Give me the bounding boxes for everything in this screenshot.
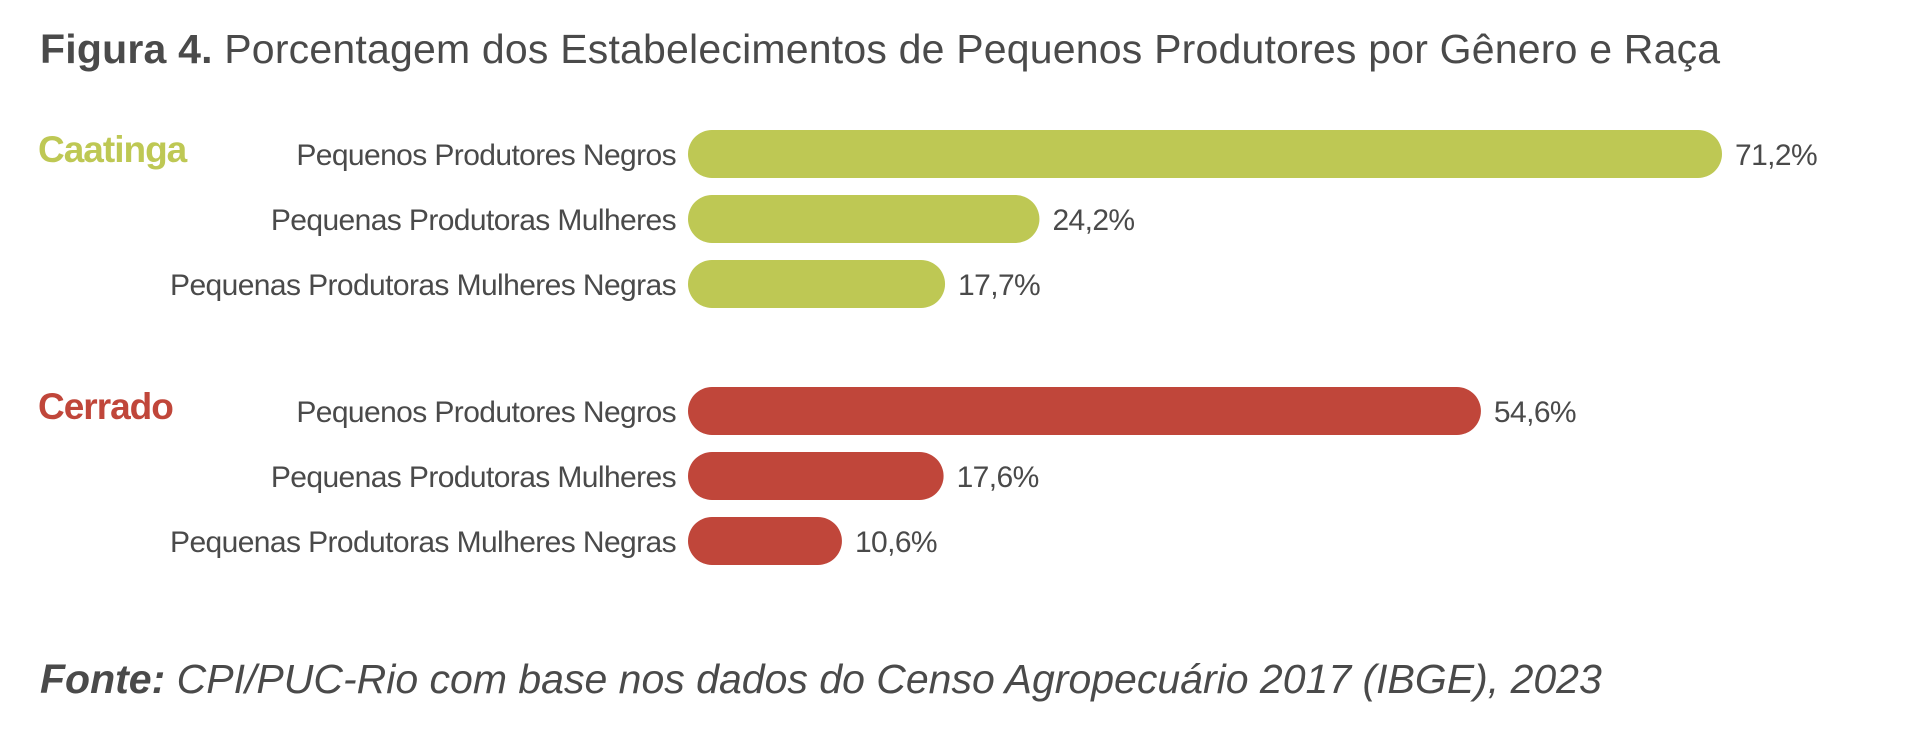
bar (688, 260, 946, 308)
value-label: 17,7% (958, 269, 1040, 302)
value-label: 24,2% (1052, 204, 1134, 237)
value-label: 10,6% (855, 526, 937, 559)
category-label: Pequenas Produtoras Mulheres (271, 204, 676, 237)
source-text: CPI/PUC-Rio com base nos dados do Censo … (176, 656, 1602, 702)
chart-title: Figura 4. Porcentagem dos Estabeleciment… (40, 26, 1720, 73)
category-label: Pequenas Produtoras Mulheres Negras (170, 526, 676, 559)
category-label: Pequenas Produtoras Mulheres Negras (170, 269, 676, 302)
value-label: 17,6% (957, 461, 1039, 494)
bar (688, 517, 842, 565)
category-label: Pequenas Produtoras Mulheres (271, 461, 676, 494)
value-label: 54,6% (1494, 396, 1576, 429)
category-label: Pequenos Produtores Negros (296, 139, 676, 172)
category-label: Pequenos Produtores Negros (296, 396, 676, 429)
group-label-caatinga: Caatinga (38, 129, 188, 170)
title-text: Porcentagem dos Estabelecimentos de Pequ… (224, 26, 1721, 72)
source-note: Fonte: CPI/PUC-Rio com base nos dados do… (40, 656, 1602, 703)
value-label: 71,2% (1735, 139, 1817, 172)
source-label: Fonte: (40, 656, 166, 702)
group-label-cerrado: Cerrado (38, 386, 173, 427)
bar (688, 130, 1722, 178)
figure-number: Figura 4. (40, 26, 213, 72)
bar (688, 452, 944, 500)
bar (688, 387, 1481, 435)
bar (688, 195, 1040, 243)
